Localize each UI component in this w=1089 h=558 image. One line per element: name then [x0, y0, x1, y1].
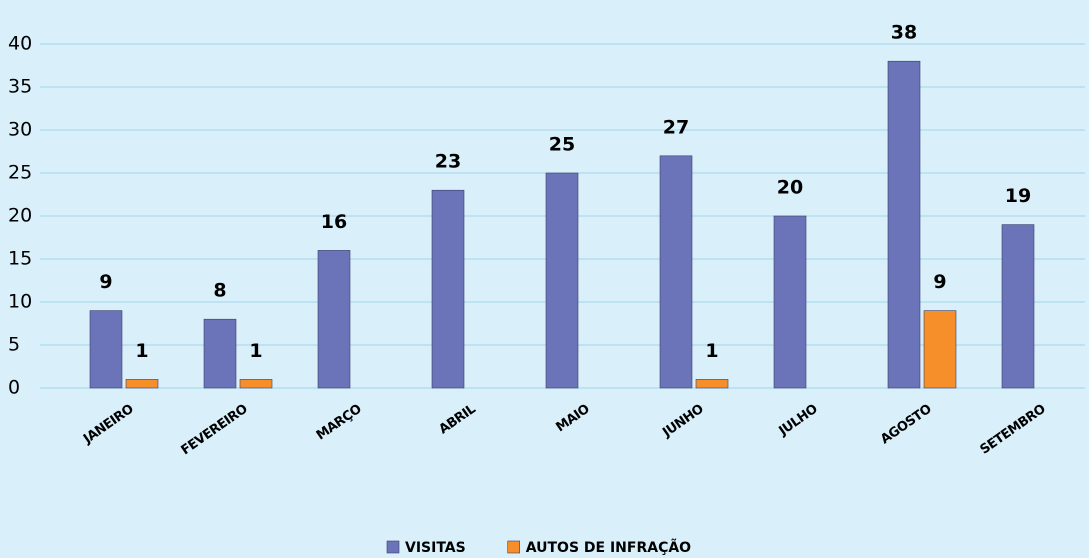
bar	[773, 215, 807, 389]
bar	[431, 189, 465, 389]
value-label: 9	[99, 271, 112, 293]
value-label: 1	[705, 340, 718, 362]
y-tick-label: 0	[8, 377, 20, 399]
x-tick-label: JANEIRO	[80, 402, 137, 448]
x-tick-label: JULHO	[776, 402, 821, 440]
bar	[89, 310, 123, 389]
legend-label: VISITAS	[405, 540, 466, 556]
bar	[887, 60, 921, 389]
value-label: 9	[933, 271, 946, 293]
bar	[659, 155, 693, 389]
value-label: 8	[213, 280, 226, 302]
bar	[239, 379, 273, 389]
bar	[203, 318, 237, 389]
value-label: 1	[135, 340, 148, 362]
legend-label: AUTOS DE INFRAÇÃO	[526, 539, 691, 556]
x-tick-label: FEVEREIRO	[179, 402, 251, 459]
y-tick-label: 40	[8, 33, 32, 55]
value-label: 20	[777, 177, 803, 199]
y-tick-label: 20	[8, 205, 32, 227]
value-label: 25	[549, 134, 575, 156]
y-tick-label: 25	[8, 162, 32, 184]
bar	[923, 310, 957, 389]
bar	[1001, 224, 1035, 389]
value-label: 27	[663, 116, 689, 138]
x-tick-label: AGOSTO	[878, 402, 935, 448]
bar	[317, 250, 351, 389]
value-label: 23	[435, 151, 461, 173]
y-tick-label: 5	[8, 334, 20, 356]
bar	[125, 379, 159, 389]
value-label: 38	[891, 22, 917, 44]
x-tick-label: MAIO	[553, 402, 592, 436]
x-tick-label: JUNHO	[659, 402, 706, 441]
x-tick-label: ABRIL	[436, 402, 478, 438]
x-tick-label: MARÇO	[314, 402, 365, 444]
value-label: 19	[1005, 185, 1031, 207]
bar	[545, 172, 579, 389]
legend-swatch	[507, 540, 521, 554]
y-tick-label: 30	[8, 119, 32, 141]
bar	[695, 379, 729, 389]
legend-swatch	[386, 540, 400, 554]
y-tick-label: 15	[8, 248, 32, 270]
value-label: 16	[321, 211, 347, 233]
x-tick-label: SETEMBRO	[978, 402, 1049, 458]
y-tick-label: 35	[8, 76, 32, 98]
y-tick-label: 10	[8, 291, 32, 313]
value-label: 1	[249, 340, 262, 362]
